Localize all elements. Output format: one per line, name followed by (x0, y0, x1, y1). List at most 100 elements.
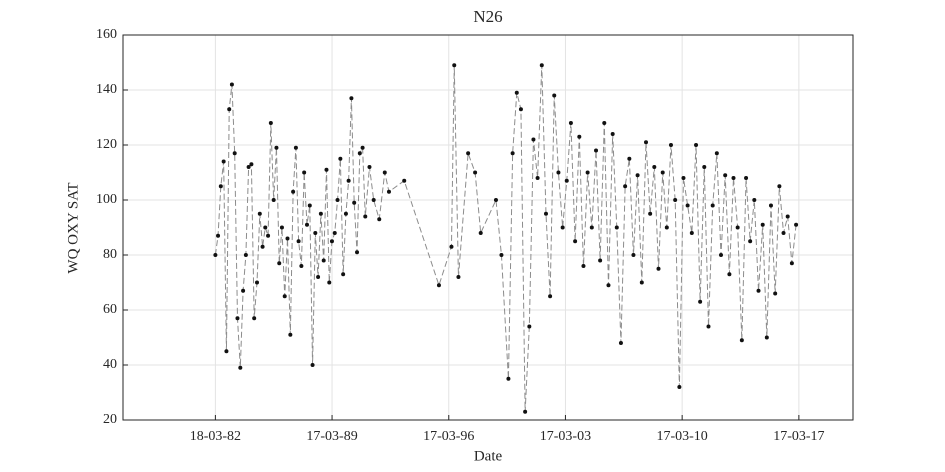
data-point (229, 82, 234, 87)
data-point (255, 280, 260, 285)
data-line (214, 65, 797, 412)
data-point (241, 288, 246, 293)
data-point (346, 178, 351, 183)
data-point (218, 184, 223, 189)
data-point (436, 283, 441, 288)
data-point (510, 151, 515, 156)
data-point (249, 162, 254, 167)
data-point (402, 178, 407, 183)
data-point (773, 291, 778, 296)
y-tick-label: 100 (96, 192, 117, 207)
data-point (363, 214, 368, 219)
data-point (652, 165, 657, 169)
data-point (493, 198, 498, 202)
data-point (518, 107, 523, 112)
data-point (321, 258, 326, 263)
data-point (539, 63, 544, 68)
data-point (589, 225, 594, 230)
data-point (768, 203, 773, 208)
x-tick-label: 17-03-10 (656, 429, 707, 444)
data-point (648, 211, 653, 216)
data-point (623, 184, 628, 189)
data-point (706, 324, 711, 329)
data-point (702, 165, 707, 169)
data-point (357, 151, 362, 156)
data-point (718, 253, 723, 257)
x-tick-label: 17-03-03 (540, 429, 591, 444)
data-point (639, 280, 644, 285)
data-point (568, 121, 573, 125)
data-point (266, 233, 271, 238)
data-point (371, 198, 376, 202)
data-point (257, 211, 262, 216)
data-point (602, 121, 607, 125)
data-point (324, 167, 329, 172)
data-point (594, 148, 599, 153)
data-point (499, 253, 504, 257)
data-point (789, 261, 794, 266)
data-point (627, 156, 632, 161)
data-point (279, 225, 284, 230)
data-point (293, 145, 298, 150)
data-point (216, 233, 221, 238)
x-tick-label: 18-03-82 (190, 429, 241, 444)
data-point (268, 121, 273, 125)
x-tick-label: 17-03-96 (423, 429, 474, 444)
data-point (689, 231, 694, 235)
x-axis-label: Date (474, 448, 503, 464)
data-point (386, 189, 391, 194)
data-point (316, 275, 321, 279)
data-point (723, 173, 728, 178)
data-point (535, 176, 540, 180)
data-point (213, 253, 218, 257)
data-point (785, 214, 790, 219)
data-point (382, 170, 387, 175)
data-point (727, 272, 732, 277)
data-point (274, 145, 279, 150)
y-tick-label: 60 (103, 302, 117, 317)
data-point (341, 272, 346, 277)
data-point (764, 335, 769, 340)
data-point (556, 170, 561, 175)
data-point (606, 283, 611, 288)
y-axis-label: WQ OXY SAT (65, 182, 81, 273)
data-point (677, 385, 682, 389)
y-tick-label: 160 (96, 27, 117, 42)
data-point (302, 170, 307, 175)
x-tick-label: 17-03-89 (306, 429, 357, 444)
data-point (748, 239, 753, 244)
data-point (752, 198, 757, 202)
data-point (744, 176, 749, 180)
data-point (581, 264, 586, 268)
data-point (343, 211, 348, 216)
data-point (548, 294, 553, 299)
data-point (527, 324, 532, 329)
data-point (291, 189, 296, 194)
data-point (739, 338, 744, 343)
data-point (238, 365, 243, 370)
data-point (731, 176, 736, 180)
data-point (644, 140, 649, 145)
data-point (456, 275, 461, 279)
data-point (235, 316, 240, 321)
data-point (232, 151, 237, 156)
x-tick-label: 17-03-17 (773, 429, 824, 444)
data-point (352, 200, 357, 205)
data-point (329, 239, 334, 244)
data-point (564, 178, 569, 183)
data-point (794, 222, 799, 227)
data-point (263, 225, 268, 230)
data-point (224, 349, 229, 354)
data-point (610, 132, 615, 136)
data-point (277, 261, 282, 266)
data-point (685, 203, 690, 208)
data-point (466, 151, 471, 156)
data-point (360, 145, 365, 150)
data-point (246, 165, 251, 169)
data-point (473, 170, 478, 175)
data-point (560, 225, 565, 230)
data-point (673, 198, 678, 202)
data-point (698, 299, 703, 304)
